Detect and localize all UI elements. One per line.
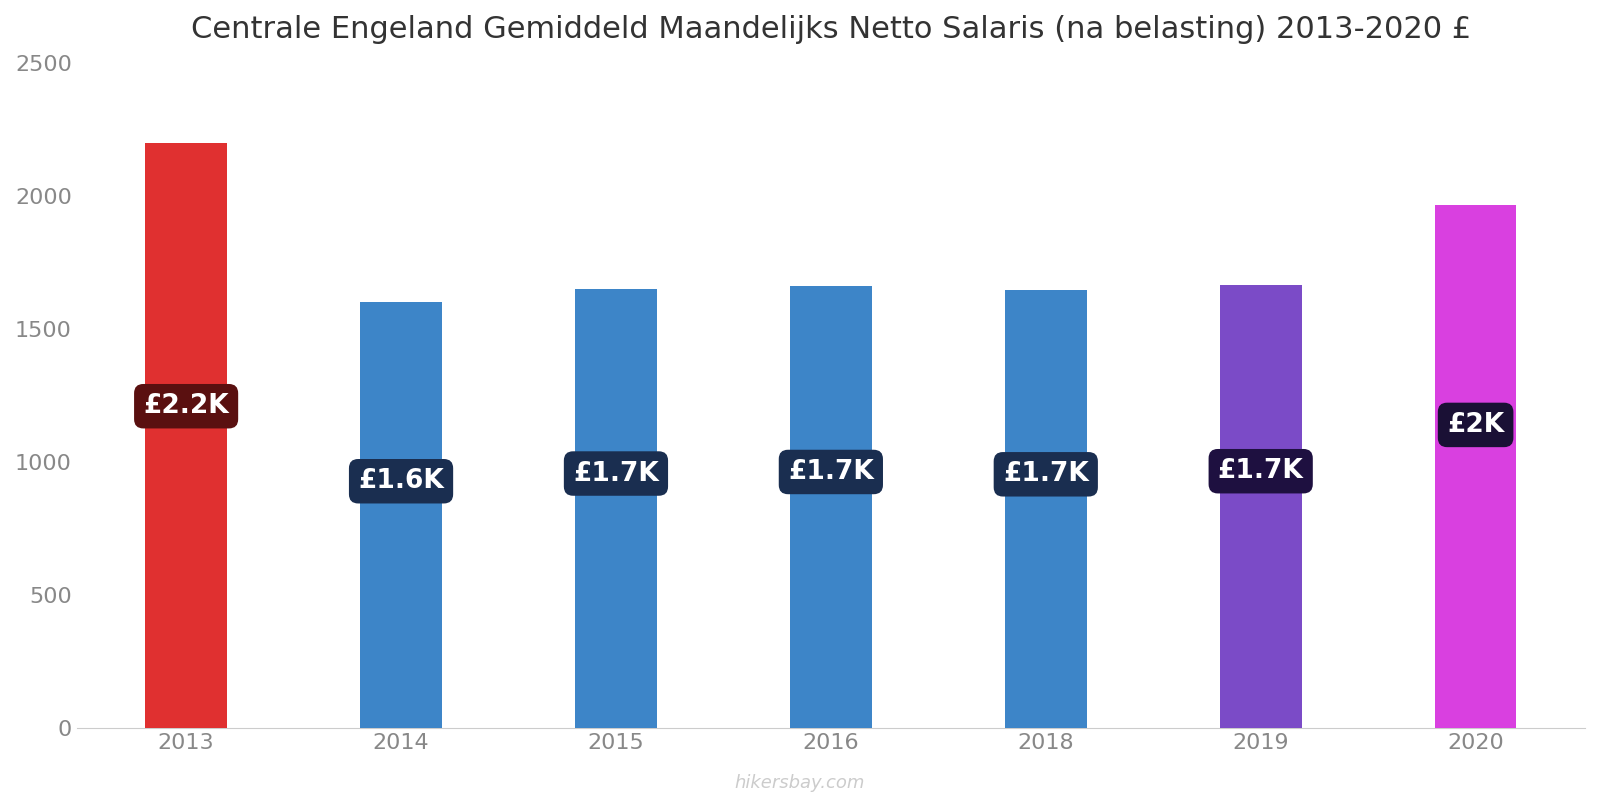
Bar (574, 289, 656, 728)
Text: £1.7K: £1.7K (1218, 458, 1304, 484)
Text: £2K: £2K (1446, 412, 1504, 438)
Bar (360, 302, 442, 728)
Text: hikersbay.com: hikersbay.com (734, 774, 866, 792)
Bar (1435, 206, 1517, 728)
Text: £1.6K: £1.6K (358, 468, 443, 494)
Bar (1005, 290, 1086, 728)
Title: Centrale Engeland Gemiddeld Maandelijks Netto Salaris (na belasting) 2013-2020 £: Centrale Engeland Gemiddeld Maandelijks … (190, 15, 1470, 44)
Bar (1219, 285, 1301, 728)
Bar (146, 143, 227, 728)
Bar (790, 286, 872, 728)
Text: £2.2K: £2.2K (144, 394, 229, 419)
Text: £1.7K: £1.7K (787, 459, 874, 485)
Text: £1.7K: £1.7K (573, 461, 659, 486)
Text: £1.7K: £1.7K (1003, 462, 1088, 487)
